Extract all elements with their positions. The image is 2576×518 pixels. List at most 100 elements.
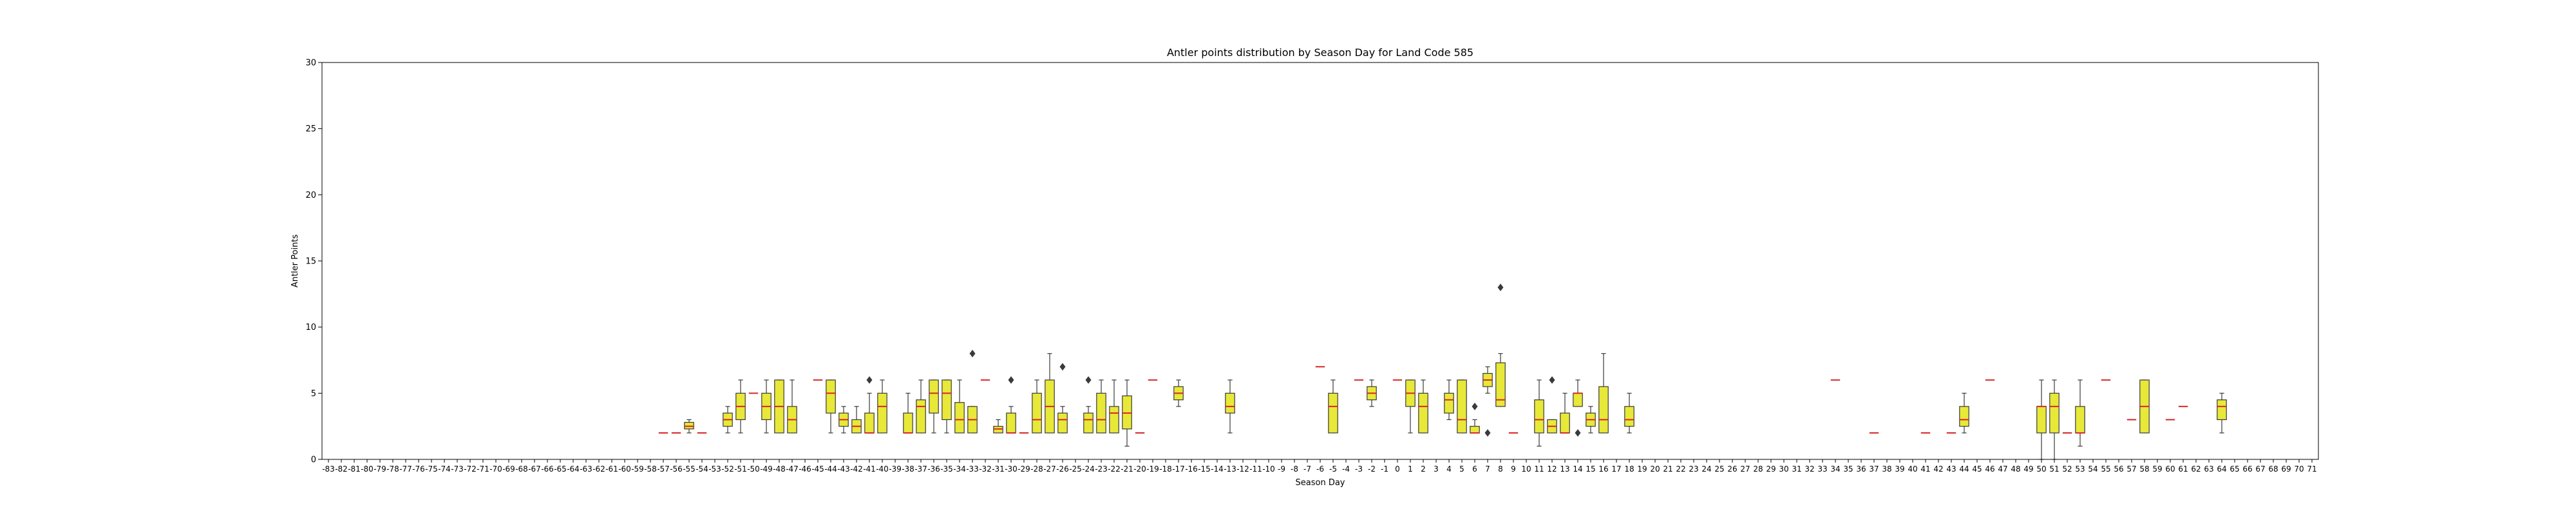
x-tick-label: -20 — [1133, 465, 1146, 474]
x-tick-label: 45 — [1972, 465, 1982, 474]
x-tick-label: -19 — [1146, 465, 1159, 474]
x-tick-label: 56 — [2114, 465, 2123, 474]
x-tick-label: -23 — [1095, 465, 1108, 474]
box-body — [1457, 379, 1467, 434]
x-tick-label: 18 — [1624, 465, 1634, 474]
x-tick-label: -70 — [489, 465, 502, 474]
x-tick-label: 43 — [1946, 465, 1956, 474]
x-tick-label: -1 — [1381, 465, 1388, 474]
x-tick-label: 71 — [2307, 465, 2316, 474]
x-tick-label: 15 — [1586, 465, 1595, 474]
box-body — [1470, 426, 1480, 434]
x-tick-label: 38 — [1882, 465, 1891, 474]
x-tick-label: 41 — [1920, 465, 1930, 474]
x-tick-label: -37 — [914, 465, 927, 474]
x-tick-label: -61 — [605, 465, 618, 474]
x-tick-label: -78 — [386, 465, 399, 474]
x-tick-label: -21 — [1121, 465, 1133, 474]
y-tick-label: 0 — [311, 456, 316, 465]
x-tick-label: 60 — [2165, 465, 2175, 474]
x-tick-label: 2 — [1421, 465, 1426, 474]
x-tick-label: 6 — [1472, 465, 1477, 474]
box-body — [1598, 386, 1609, 434]
outlier-point — [1059, 363, 1066, 371]
x-tick-label: 40 — [1908, 465, 1917, 474]
x-tick-label: -69 — [502, 465, 515, 474]
x-tick-label: 39 — [1895, 465, 1904, 474]
x-tick-label: -75 — [425, 465, 438, 474]
x-tick-label: 61 — [2178, 465, 2188, 474]
x-tick-label: -35 — [940, 465, 953, 474]
x-tick-label: -62 — [592, 465, 605, 474]
box-body — [1959, 406, 1969, 427]
x-tick-label: -50 — [747, 465, 760, 474]
x-tick-label: 58 — [2139, 465, 2149, 474]
x-tick-label: 37 — [1869, 465, 1879, 474]
box-body — [2036, 406, 2047, 434]
outlier-point — [969, 349, 976, 358]
x-tick-label: 30 — [1779, 465, 1788, 474]
x-tick-label: -17 — [1172, 465, 1185, 474]
box-body — [1032, 392, 1042, 434]
box-body — [1122, 395, 1132, 430]
x-tick-label: -45 — [811, 465, 824, 474]
box-body — [1624, 406, 1634, 427]
box-body — [903, 412, 913, 434]
x-tick-label: -51 — [734, 465, 747, 474]
y-tick-label: 25 — [305, 124, 316, 134]
x-tick-label: -14 — [1211, 465, 1224, 474]
x-tick-label: -48 — [773, 465, 786, 474]
x-tick-label: 27 — [1740, 465, 1750, 474]
box-body — [1328, 392, 1338, 434]
box-body — [916, 399, 926, 434]
x-tick-label: -60 — [618, 465, 631, 474]
x-tick-label: 0 — [1395, 465, 1400, 474]
x-tick-label: -41 — [863, 465, 876, 474]
x-tick-label: -49 — [760, 465, 773, 474]
x-tick-label: -28 — [1030, 465, 1043, 474]
x-tick-label: 1 — [1408, 465, 1413, 474]
x-tick-label: -32 — [979, 465, 992, 474]
x-tick-label: -80 — [361, 465, 374, 474]
x-tick-label: 48 — [2011, 465, 2020, 474]
x-tick-label: -67 — [528, 465, 541, 474]
outlier-point — [1008, 376, 1014, 384]
x-tick-label: 5 — [1459, 465, 1464, 474]
x-tick-label: 63 — [2204, 465, 2213, 474]
x-tick-label: 24 — [1701, 465, 1711, 474]
outlier-point — [866, 376, 873, 384]
x-tick-label: -47 — [786, 465, 799, 474]
x-tick-label: 19 — [1637, 465, 1647, 474]
box-body — [1225, 392, 1235, 414]
chart-title: Antler points distribution by Season Day… — [1167, 46, 1473, 59]
x-tick-label: -8 — [1291, 465, 1298, 474]
x-tick-label: -63 — [580, 465, 592, 474]
x-tick-label: -56 — [670, 465, 683, 474]
x-tick-label: -38 — [902, 465, 914, 474]
x-tick-label: 10 — [1521, 465, 1531, 474]
x-tick-label: 64 — [2217, 465, 2226, 474]
x-tick-label: -68 — [515, 465, 528, 474]
x-tick-label: 51 — [2049, 465, 2059, 474]
x-tick-label: 49 — [2023, 465, 2033, 474]
x-tick-label: 35 — [1843, 465, 1853, 474]
x-tick-label: 23 — [1689, 465, 1698, 474]
x-tick-label: 68 — [2268, 465, 2278, 474]
box-body — [993, 426, 1003, 434]
box-body — [1444, 392, 1454, 414]
x-tick-label: 8 — [1498, 465, 1503, 474]
x-tick-label: -54 — [696, 465, 708, 474]
x-tick-label: -77 — [399, 465, 412, 474]
x-tick-label: 17 — [1611, 465, 1621, 474]
x-tick-label: -3 — [1355, 465, 1363, 474]
x-tick-label: 3 — [1434, 465, 1439, 474]
x-tick-label: 13 — [1560, 465, 1569, 474]
x-tick-label: -43 — [837, 465, 850, 474]
x-tick-label: -44 — [824, 465, 837, 474]
x-tick-label: 55 — [2101, 465, 2110, 474]
x-tick-label: -24 — [1082, 465, 1095, 474]
x-tick-label: 20 — [1650, 465, 1660, 474]
outlier-point — [1575, 429, 1581, 437]
